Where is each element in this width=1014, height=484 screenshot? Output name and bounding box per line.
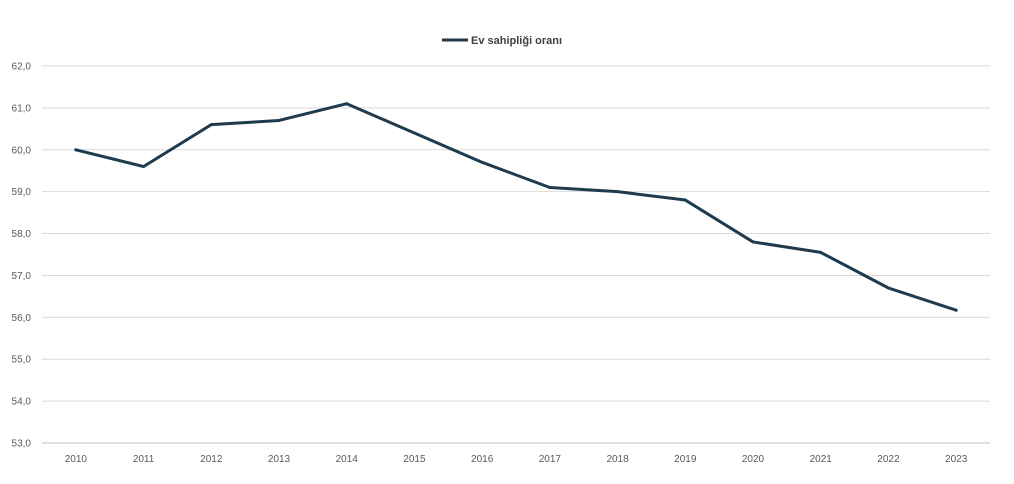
data-point — [480, 160, 484, 164]
x-axis-labels: 2010 2011 2012 2013 2014 2015 2016 2017 2018 2019… — [65, 454, 968, 465]
x-tick-label: 2020 — [742, 454, 765, 465]
x-tick-label: 2021 — [810, 454, 833, 465]
y-tick-label: 60,0 — [12, 145, 32, 156]
data-point — [616, 190, 620, 194]
data-point — [412, 131, 416, 135]
data-point — [345, 102, 349, 106]
y-axis-labels: 53,0 54,0 55,0 56,0 57,0 58,0 59,0 60,0 61,0 62,0 — [12, 62, 32, 450]
x-tick-label: 2017 — [539, 454, 562, 465]
y-tick-label: 59,0 — [12, 187, 32, 198]
data-point — [74, 148, 78, 152]
x-tick-label: 2018 — [606, 454, 629, 465]
x-tick-label: 2014 — [336, 454, 359, 465]
x-tick-label: 2013 — [268, 454, 291, 465]
y-tick-label: 62,0 — [12, 62, 32, 73]
y-tick-label: 54,0 — [12, 397, 32, 408]
legend: Ev sahipliği oranı — [442, 35, 562, 47]
y-tick-label: 57,0 — [12, 271, 32, 282]
x-tick-label: 2023 — [945, 454, 968, 465]
x-tick-label: 2012 — [200, 454, 223, 465]
x-tick-label: 2019 — [674, 454, 697, 465]
data-point — [548, 185, 552, 189]
y-tick-label: 55,0 — [12, 355, 32, 366]
x-tick-label: 2010 — [65, 454, 88, 465]
data-point — [751, 240, 755, 244]
data-point — [277, 118, 281, 122]
x-tick-label: 2015 — [403, 454, 426, 465]
legend-label: Ev sahipliği oranı — [471, 35, 562, 47]
data-point — [954, 308, 958, 312]
y-tick-label: 61,0 — [12, 103, 32, 114]
data-point — [209, 123, 213, 127]
x-tick-label: 2022 — [877, 454, 900, 465]
x-tick-label: 2016 — [471, 454, 494, 465]
y-tick-label: 53,0 — [12, 439, 32, 450]
series-layer — [74, 102, 958, 312]
data-point — [683, 198, 687, 202]
x-tick-label: 2011 — [133, 454, 155, 465]
gridlines — [42, 65, 990, 402]
data-point — [142, 165, 146, 169]
data-point — [819, 250, 823, 254]
data-point — [886, 286, 890, 290]
y-tick-label: 56,0 — [12, 313, 32, 324]
y-tick-label: 58,0 — [12, 229, 32, 240]
series-line — [74, 102, 958, 312]
